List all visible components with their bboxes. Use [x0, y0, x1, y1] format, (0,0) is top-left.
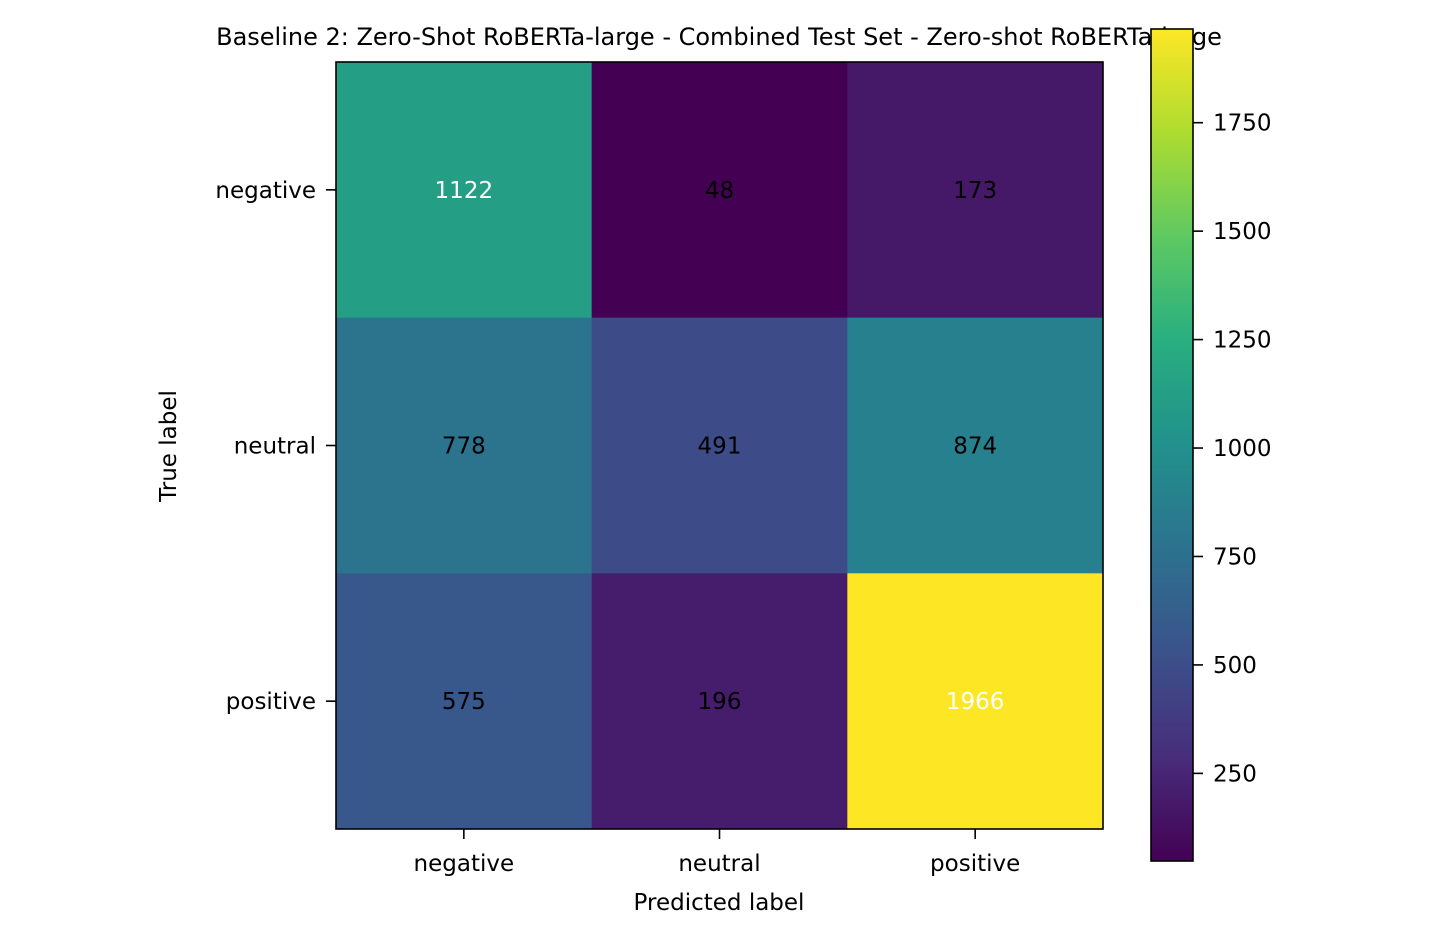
y-tick-label: negative: [215, 178, 316, 204]
x-tick-label: neutral: [678, 851, 760, 877]
colorbar: [1150, 28, 1194, 862]
colorbar-tick-label: 750: [1213, 544, 1257, 570]
y-axis-label: True label: [156, 390, 182, 503]
heatmap-cell: [336, 573, 593, 830]
x-tick-label: negative: [414, 851, 515, 877]
heatmap-cell: [591, 317, 848, 574]
cell-value-label: 173: [953, 178, 997, 204]
heatmap-cell: [847, 317, 1104, 574]
heatmap-cell: [847, 573, 1104, 830]
y-tick-label: positive: [226, 689, 316, 715]
colorbar-tick-label: 500: [1213, 653, 1257, 679]
cell-value-label: 1966: [946, 689, 1005, 715]
heatmap-cell: [847, 62, 1104, 319]
y-axis-ticks: negative neutral positive: [215, 178, 336, 715]
x-axis-ticks: negative neutral positive: [414, 829, 1020, 877]
heatmap-cells: [336, 62, 1104, 830]
cell-value-label: 575: [442, 689, 486, 715]
colorbar-ticks: 250 500 750 1000 1250 1500 1750: [1193, 111, 1272, 787]
colorbar-tick-label: 1000: [1213, 436, 1272, 462]
cell-value-label: 196: [698, 689, 742, 715]
colorbar-tick-label: 1250: [1213, 328, 1272, 354]
colorbar-tick-label: 1750: [1213, 111, 1272, 137]
heatmap-cell: [336, 317, 593, 574]
cell-value-labels: 1122 48 173 778 491 874 575 196 1966: [435, 178, 1005, 715]
y-tick-label: neutral: [234, 434, 316, 460]
colorbar-tick-label: 1500: [1213, 219, 1272, 245]
chart-title: Baseline 2: Zero-Shot RoBERTa-large - Co…: [216, 23, 1222, 51]
cell-value-label: 491: [698, 434, 742, 460]
colorbar-tick-label: 250: [1213, 761, 1257, 787]
heatmap-cell: [336, 62, 593, 319]
cell-value-label: 778: [442, 434, 486, 460]
cell-value-label: 48: [705, 178, 734, 204]
heatmap-cell: [591, 62, 848, 319]
cell-value-label: 874: [953, 434, 997, 460]
cell-value-label: 1122: [435, 178, 494, 204]
x-tick-label: positive: [930, 851, 1020, 877]
x-axis-label: Predicted label: [634, 890, 805, 916]
heatmap-cell: [591, 573, 848, 830]
